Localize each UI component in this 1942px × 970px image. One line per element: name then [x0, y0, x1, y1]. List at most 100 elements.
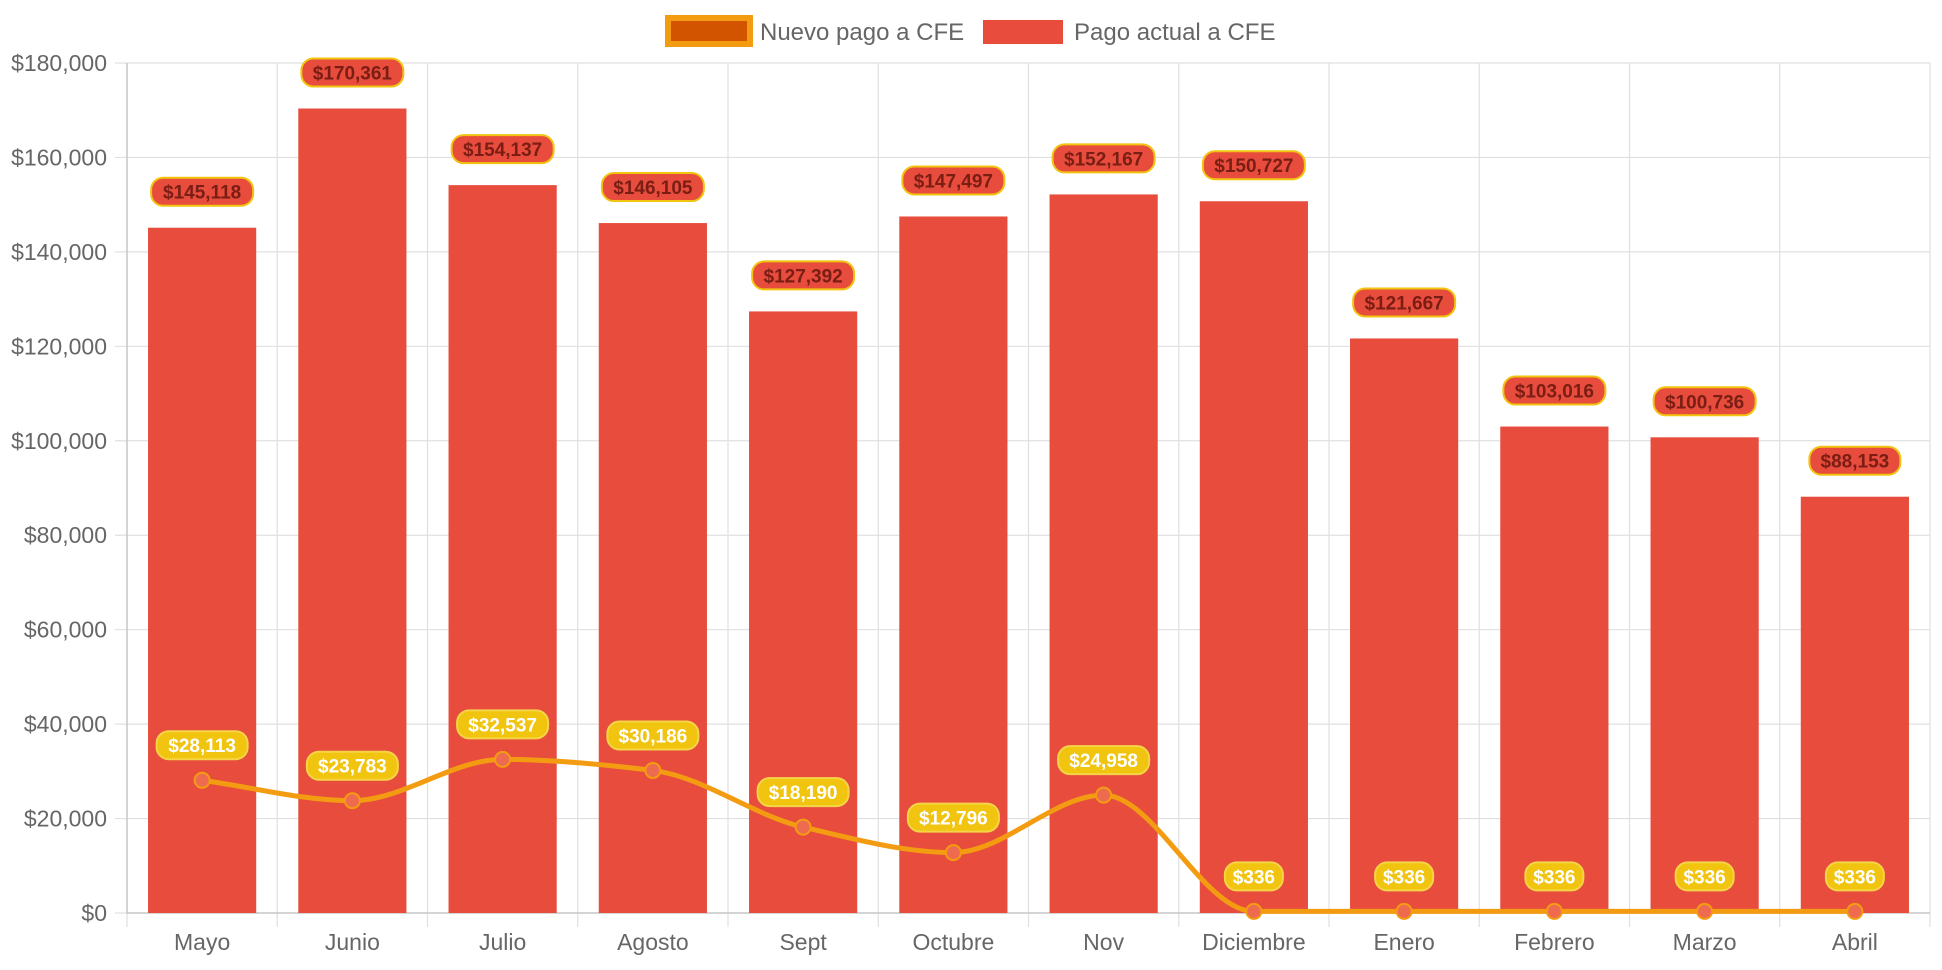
- data-labels: $145,118 $170,361 $154,137 $146,105 $127,392…: [150, 57, 1902, 892]
- data-label-nuevo-pago: $336: [1674, 861, 1735, 892]
- line-series: [193, 750, 1864, 920]
- data-label-bg: [1502, 375, 1607, 406]
- data-label-text: $145,118: [163, 183, 241, 204]
- data-label-bg: [901, 165, 1006, 196]
- y-tick-label: $0: [81, 900, 107, 926]
- x-tick-label: Junio: [325, 929, 380, 955]
- y-tick-label: $180,000: [11, 50, 107, 76]
- legend-swatch-nuevo-pago: [665, 15, 753, 47]
- point-nuevo-pago: [193, 771, 211, 789]
- bar-pago-actual: [148, 227, 257, 913]
- data-label-text: $24,958: [1069, 751, 1138, 772]
- data-label-text: $154,137: [463, 140, 542, 161]
- point-nuevo-pago: [794, 818, 812, 836]
- point-nuevo-pago: [1395, 902, 1413, 920]
- data-label-nuevo-pago: $24,958: [1057, 745, 1151, 776]
- data-label-bg: [1352, 287, 1457, 318]
- point-nuevo-pago: [1696, 902, 1714, 920]
- data-label-bg: [1201, 150, 1306, 181]
- line-nuevo-pago: [199, 756, 1858, 914]
- data-label-text: $336: [1533, 867, 1575, 888]
- data-label-bg: [906, 802, 1000, 833]
- legend-item-nuevo-pago[interactable]: Nuevo pago a CFE: [665, 15, 964, 47]
- bar-pago-actual: [899, 216, 1008, 913]
- x-tick-label: Julio: [479, 929, 526, 955]
- data-label-bg: [305, 750, 399, 781]
- y-tick-label: $40,000: [24, 711, 107, 737]
- data-label-nuevo-pago: $23,783: [305, 750, 399, 781]
- x-tick-label: Enero: [1373, 929, 1434, 955]
- y-axis-ticks: $0 $20,000 $40,000 $60,000 $80,000 $100,000 $1…: [11, 50, 107, 926]
- y-tick-label: $100,000: [11, 428, 107, 454]
- x-tick-label: Sept: [779, 929, 827, 955]
- data-label-text: $28,113: [168, 736, 236, 757]
- legend-label-pago-actual: Pago actual a CFE: [1074, 19, 1275, 46]
- data-label-nuevo-pago: $12,796: [906, 802, 1000, 833]
- data-label-text: $336: [1834, 867, 1876, 888]
- data-label-bg: [756, 777, 850, 808]
- data-label-text: $146,105: [613, 178, 693, 199]
- point-nuevo-pago: [494, 750, 512, 768]
- point-nuevo-pago: [1095, 786, 1113, 804]
- data-label-bg: [155, 730, 249, 761]
- x-tick-label: Marzo: [1673, 929, 1737, 955]
- data-label-bg: [450, 134, 555, 165]
- y-tick-label: $160,000: [11, 144, 107, 170]
- data-label-bg: [751, 260, 856, 291]
- bar-pago-actual: [448, 185, 557, 913]
- data-label-pago-actual: $150,727: [1201, 150, 1306, 181]
- data-label-text: $103,016: [1515, 382, 1594, 403]
- data-label-nuevo-pago: $30,186: [606, 720, 700, 751]
- bar-pago-actual: [1500, 426, 1609, 913]
- point-nuevo-pago: [343, 792, 361, 810]
- data-label-nuevo-pago: $336: [1824, 861, 1885, 892]
- y-tick-label: $60,000: [24, 617, 107, 643]
- data-label-pago-actual: $121,667: [1352, 287, 1457, 318]
- data-label-nuevo-pago: $336: [1223, 861, 1284, 892]
- x-tick-label: Diciembre: [1202, 929, 1306, 955]
- bar-pago-actual: [598, 223, 707, 914]
- data-label-pago-actual: $127,392: [751, 260, 856, 291]
- bar-pago-actual: [1800, 496, 1909, 913]
- data-label-bg: [300, 57, 405, 88]
- data-label-nuevo-pago: $336: [1374, 861, 1435, 892]
- data-label-pago-actual: $103,016: [1502, 375, 1607, 406]
- data-label-bg: [1524, 861, 1585, 892]
- data-label-bg: [1057, 745, 1151, 776]
- x-tick-label: Nov: [1083, 929, 1124, 955]
- data-label-pago-actual: $146,105: [600, 172, 705, 203]
- data-label-text: $150,727: [1214, 156, 1293, 177]
- data-label-text: $121,667: [1365, 293, 1444, 314]
- data-label-text: $336: [1233, 867, 1275, 888]
- x-axis-ticks: Mayo Junio Julio Agosto Sept Octubre Nov Diciem…: [174, 929, 1878, 955]
- data-label-pago-actual: $152,167: [1051, 143, 1156, 174]
- point-nuevo-pago: [1846, 902, 1864, 920]
- data-label-text: $152,167: [1064, 149, 1143, 170]
- data-label-bg: [1051, 143, 1156, 174]
- legend-swatch-pago-actual: [983, 20, 1063, 44]
- data-label-bg: [1223, 861, 1284, 892]
- legend-item-pago-actual[interactable]: Pago actual a CFE: [983, 19, 1275, 46]
- y-tick-label: $120,000: [11, 333, 107, 359]
- data-label-text: $127,392: [764, 266, 843, 287]
- data-label-text: $32,537: [468, 715, 537, 736]
- data-label-pago-actual: $170,361: [300, 57, 405, 88]
- legend: Nuevo pago a CFE Pago actual a CFE: [665, 15, 1275, 47]
- point-nuevo-pago: [1245, 902, 1263, 920]
- x-tick-label: Abril: [1832, 929, 1878, 955]
- data-label-bg: [1374, 861, 1435, 892]
- data-label-bg: [600, 172, 705, 203]
- data-label-text: $18,190: [769, 783, 838, 804]
- x-tick-label: Agosto: [617, 929, 689, 955]
- legend-label-nuevo-pago: Nuevo pago a CFE: [760, 19, 964, 46]
- bar-pago-actual: [1650, 437, 1759, 913]
- y-tick-label: $140,000: [11, 239, 107, 265]
- data-label-text: $170,361: [313, 64, 393, 85]
- point-nuevo-pago: [944, 844, 962, 862]
- bar-pago-actual: [1199, 201, 1308, 913]
- data-label-text: $100,736: [1665, 392, 1744, 413]
- data-label-text: $30,186: [619, 726, 688, 747]
- data-label-nuevo-pago: $28,113: [155, 730, 249, 761]
- x-tick-label: Octubre: [912, 929, 994, 955]
- data-label-pago-actual: $100,736: [1652, 386, 1757, 417]
